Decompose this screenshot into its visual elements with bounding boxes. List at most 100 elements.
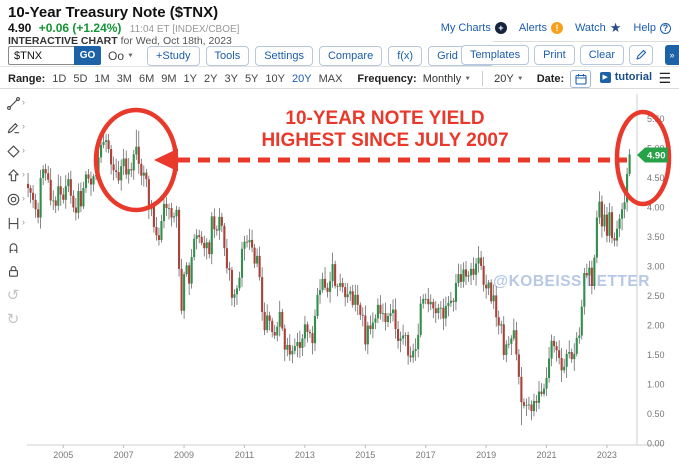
range-5d[interactable]: 5D [73, 72, 88, 85]
svg-text:1.00: 1.00 [647, 380, 665, 390]
tutorial-link[interactable]: ▶ tutorial [599, 71, 652, 83]
button-clear[interactable]: Clear [579, 45, 624, 65]
quote-row: 4.90 +0.06 (+1.24%) 11:04 ET [INDEX/CBOE… [8, 21, 239, 35]
button-templates[interactable]: Templates [460, 45, 530, 65]
magnet-tool[interactable] [0, 235, 26, 259]
chart-toolbar: GO Oo ▼ +StudyToolsSettingsComparef(x)Gr… [8, 45, 494, 66]
svg-text:2.00: 2.00 [647, 321, 665, 331]
watch-link[interactable]: Watch ★ [574, 20, 622, 35]
shapes-tool[interactable]: › [0, 139, 26, 163]
lock-tool[interactable] [0, 259, 26, 283]
measure-tool[interactable]: › [0, 211, 26, 235]
range-max[interactable]: MAX [318, 72, 343, 85]
svg-text:0.00: 0.00 [647, 439, 665, 449]
range-2y[interactable]: 2Y [204, 72, 218, 85]
chart-style-dropdown[interactable]: Oo ▼ [108, 48, 134, 63]
chevron-right-icon: › [22, 145, 25, 155]
svg-text:2019: 2019 [476, 450, 496, 460]
range-3y[interactable]: 3Y [224, 72, 238, 85]
svg-text:2.50: 2.50 [647, 291, 665, 301]
svg-text:2015: 2015 [355, 450, 375, 460]
symbol-input[interactable] [8, 46, 74, 65]
range-5y[interactable]: 5Y [244, 72, 259, 85]
button-compare[interactable]: Compare [318, 45, 383, 66]
annotation-tool[interactable]: › [0, 115, 26, 139]
range-1m[interactable]: 1M [94, 72, 110, 85]
circles-tool-icon [7, 193, 19, 205]
alert-icon: ! [550, 22, 563, 34]
range-10y[interactable]: 10Y [265, 72, 285, 85]
header-divider [493, 41, 679, 42]
svg-text:3.00: 3.00 [647, 262, 665, 272]
range-3m[interactable]: 3M [116, 72, 132, 85]
svg-text:4.00: 4.00 [647, 203, 665, 213]
undo-button[interactable]: ↺ [6, 287, 20, 304]
frequency-dropdown[interactable]: Monthly ▼ [422, 72, 472, 85]
chevron-right-icon: › [22, 193, 25, 203]
annotate-button[interactable] [629, 45, 653, 65]
alerts-link[interactable]: Alerts ! [519, 22, 563, 34]
button-f-x[interactable]: f(x) [388, 45, 423, 66]
range-1d[interactable]: 1D [52, 72, 67, 85]
arrowhead-icon [154, 148, 178, 172]
svg-text:2007: 2007 [114, 450, 134, 460]
price-change: +0.06 (+1.24%) [38, 21, 122, 35]
rangebar-divider [0, 88, 679, 89]
circles-tool[interactable]: › [0, 187, 26, 211]
panel-toggle-button[interactable]: » [665, 45, 679, 65]
chevron-right-icon: › [22, 217, 25, 227]
trendline-tool-icon [6, 96, 20, 110]
range-9m[interactable]: 9M [161, 72, 177, 85]
chart-menu-icon[interactable]: ☰ [658, 70, 671, 86]
shapes-tool-icon [7, 145, 19, 157]
range-1y[interactable]: 1Y [183, 72, 197, 85]
chevron-down-icon: ▼ [464, 75, 472, 82]
header-links: My Charts + Alerts ! Watch ★ Help ? [441, 20, 671, 35]
plus-circle-icon: + [494, 22, 507, 34]
price-chart[interactable]: 0.00 0.50 1.00 1.50 2.00 2.50 3.00 3.50 4.00 4.50… [0, 88, 679, 468]
redo-button[interactable]: ↻ [6, 311, 20, 328]
svg-text:3.50: 3.50 [647, 232, 665, 242]
button-study[interactable]: +Study [146, 45, 200, 66]
annotation-text-line2: HIGHEST SINCE JULY 2007 [261, 130, 508, 151]
page-title: 10-Year Treasury Note ($TNX) [8, 4, 219, 21]
chevron-right-icon: › [22, 97, 25, 107]
last-price: 4.90 [8, 21, 32, 35]
svg-text:2021: 2021 [536, 450, 556, 460]
chevron-right-icon: › [22, 121, 25, 131]
chart-info: INTERACTIVE CHART for Wed, Oct 18th, 202… [8, 35, 232, 47]
svg-text:2013: 2013 [295, 450, 315, 460]
svg-text:0.50: 0.50 [647, 409, 665, 419]
trendline-tool[interactable]: › [0, 91, 26, 115]
chart-date: for Wed, Oct 18th, 2023 [120, 35, 232, 47]
range-6m[interactable]: 6M [138, 72, 155, 85]
help-link[interactable]: Help ? [633, 22, 671, 34]
svg-text:2023: 2023 [597, 450, 617, 460]
tutorial-icon: ▶ [599, 71, 611, 83]
pencil-icon [636, 49, 647, 60]
duration-dropdown[interactable]: 20Y ▼ [494, 72, 524, 85]
button-tools[interactable]: Tools [205, 45, 250, 66]
my-charts-link[interactable]: My Charts + [441, 22, 507, 34]
go-button[interactable]: GO [74, 46, 101, 65]
lock-tool-icon [8, 265, 18, 277]
svg-text:2011: 2011 [235, 450, 254, 460]
arrow-tool-icon [7, 168, 19, 181]
frequency-label: Frequency: [357, 72, 417, 85]
magnet-tool-icon [9, 242, 17, 253]
arrow-tool[interactable]: › [0, 163, 26, 187]
last-price-badge: 4.90 [637, 147, 668, 163]
button-settings[interactable]: Settings [255, 45, 313, 66]
chevron-right-icon: › [22, 169, 25, 179]
star-icon: ★ [609, 20, 622, 35]
range-20y[interactable]: 20Y [291, 72, 312, 85]
watermark: @KOBEISSILETTER [493, 273, 650, 290]
svg-text:4.90: 4.90 [647, 151, 666, 162]
divider [482, 71, 484, 86]
range-links: 1D 5D 1M 3M 6M 9M 1Y 2Y 3Y 5Y 10Y 20Y MAX [52, 73, 342, 85]
range-label: Range: [8, 72, 46, 85]
button-print[interactable]: Print [534, 45, 575, 65]
date-picker-button[interactable] [570, 69, 592, 88]
